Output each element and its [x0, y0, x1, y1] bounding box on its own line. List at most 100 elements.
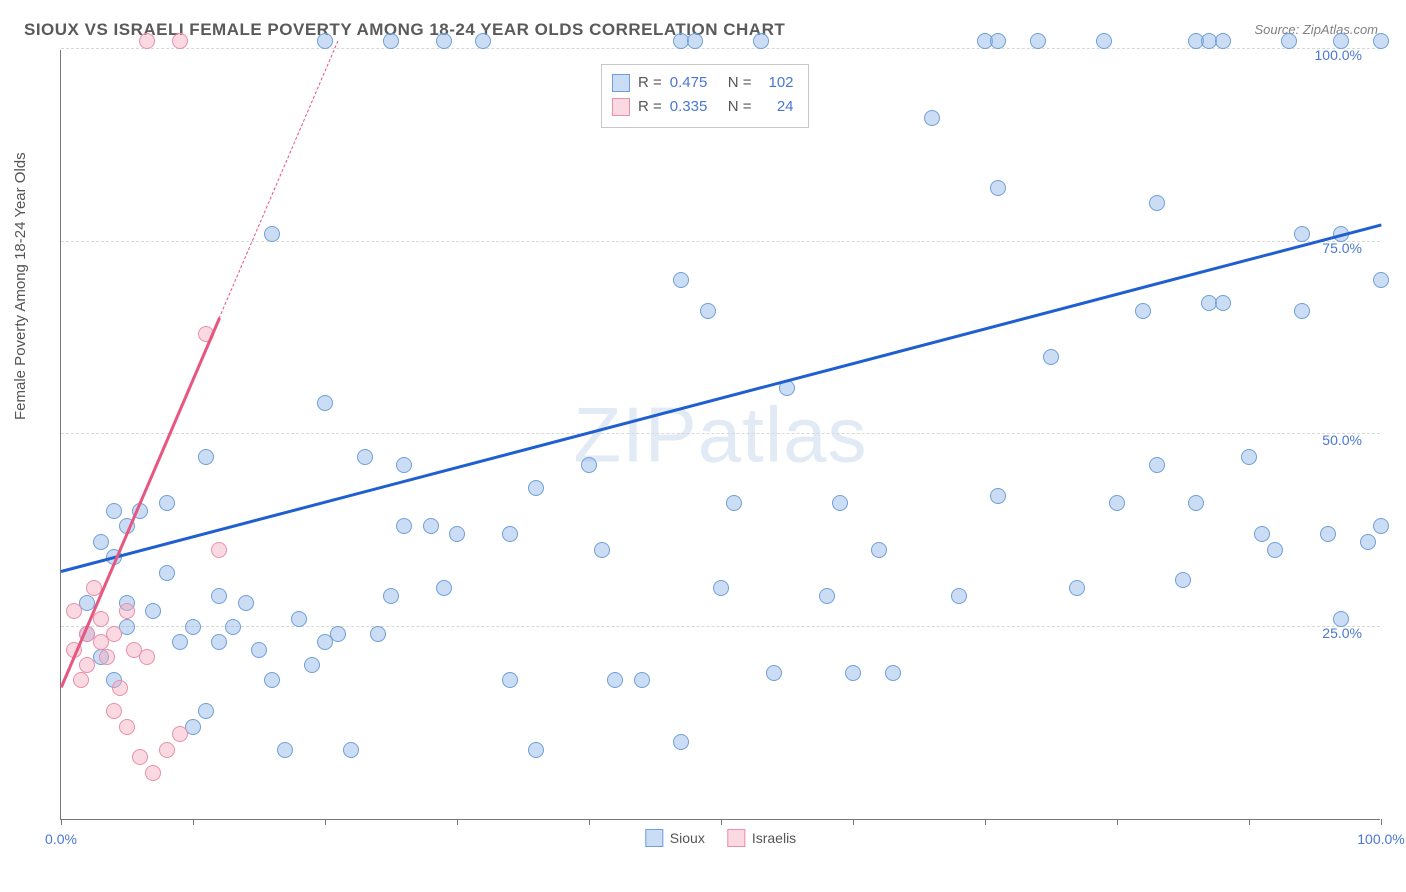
data-point: [594, 542, 610, 558]
data-point: [449, 526, 465, 542]
x-tick: [853, 819, 854, 825]
r-value: 0.335: [670, 95, 720, 119]
source-attribution: Source: ZipAtlas.com: [1254, 22, 1378, 37]
n-value: 102: [760, 71, 794, 95]
data-point: [106, 503, 122, 519]
data-point: [1373, 272, 1389, 288]
data-point: [726, 495, 742, 511]
data-point: [634, 672, 650, 688]
data-point: [1267, 542, 1283, 558]
data-point: [99, 649, 115, 665]
n-label: N =: [728, 71, 752, 95]
data-point: [159, 565, 175, 581]
data-point: [145, 765, 161, 781]
data-point: [990, 488, 1006, 504]
data-point: [871, 542, 887, 558]
data-point: [330, 626, 346, 642]
data-point: [990, 33, 1006, 49]
data-point: [132, 749, 148, 765]
data-point: [1043, 349, 1059, 365]
data-point: [1241, 449, 1257, 465]
data-point: [1188, 495, 1204, 511]
data-point: [951, 588, 967, 604]
data-point: [687, 33, 703, 49]
data-point: [383, 588, 399, 604]
data-point: [159, 742, 175, 758]
data-point: [211, 634, 227, 650]
y-tick-label: 100.0%: [1315, 47, 1362, 63]
data-point: [1360, 534, 1376, 550]
data-point: [66, 603, 82, 619]
data-point: [1294, 303, 1310, 319]
data-point: [139, 649, 155, 665]
y-axis-label: Female Poverty Among 18-24 Year Olds: [12, 152, 29, 420]
data-point: [225, 619, 241, 635]
data-point: [1281, 33, 1297, 49]
data-point: [1333, 33, 1349, 49]
data-point: [79, 657, 95, 673]
data-point: [238, 595, 254, 611]
data-point: [673, 272, 689, 288]
x-tick: [325, 819, 326, 825]
data-point: [211, 542, 227, 558]
r-value: 0.475: [670, 71, 720, 95]
data-point: [673, 734, 689, 750]
legend-swatch: [612, 74, 630, 92]
legend-swatch: [612, 98, 630, 116]
data-point: [112, 680, 128, 696]
data-point: [291, 611, 307, 627]
data-point: [1069, 580, 1085, 596]
data-point: [1030, 33, 1046, 49]
data-point: [1149, 195, 1165, 211]
data-point: [436, 33, 452, 49]
data-point: [1333, 611, 1349, 627]
data-point: [93, 534, 109, 550]
data-point: [1320, 526, 1336, 542]
x-tick: [721, 819, 722, 825]
data-point: [139, 33, 155, 49]
data-point: [119, 603, 135, 619]
data-point: [1109, 495, 1125, 511]
gridline: [61, 48, 1380, 49]
correlation-stats-box: R =0.475N =102R =0.335N =24: [601, 64, 809, 128]
data-point: [700, 303, 716, 319]
x-tick-label: 100.0%: [1357, 831, 1404, 847]
y-tick-label: 75.0%: [1322, 240, 1362, 256]
data-point: [264, 672, 280, 688]
gridline: [61, 433, 1380, 434]
data-point: [607, 672, 623, 688]
data-point: [713, 580, 729, 596]
data-point: [343, 742, 359, 758]
n-label: N =: [728, 95, 752, 119]
data-point: [1373, 518, 1389, 534]
chart-title: SIOUX VS ISRAELI FEMALE POVERTY AMONG 18…: [24, 20, 785, 40]
legend-label: Israelis: [752, 830, 796, 846]
data-point: [475, 33, 491, 49]
data-point: [1096, 33, 1112, 49]
data-point: [845, 665, 861, 681]
data-point: [581, 457, 597, 473]
data-point: [832, 495, 848, 511]
data-point: [119, 719, 135, 735]
data-point: [198, 449, 214, 465]
data-point: [528, 742, 544, 758]
data-point: [502, 672, 518, 688]
stat-row: R = 0.475 N = 102: [612, 71, 794, 95]
data-point: [93, 611, 109, 627]
data-point: [766, 665, 782, 681]
data-point: [357, 449, 373, 465]
data-point: [502, 526, 518, 542]
data-point: [317, 395, 333, 411]
data-point: [106, 703, 122, 719]
data-point: [1215, 295, 1231, 311]
data-point: [172, 726, 188, 742]
x-tick: [1249, 819, 1250, 825]
data-point: [172, 634, 188, 650]
scatter-plot-area: ZIPatlas R =0.475N =102R =0.335N =24 Sio…: [60, 50, 1380, 820]
stat-row: R =0.335N =24: [612, 95, 794, 119]
x-tick: [61, 819, 62, 825]
r-label: R =: [638, 71, 662, 95]
legend-item: Sioux: [645, 829, 705, 847]
data-point: [924, 110, 940, 126]
gridline: [61, 241, 1380, 242]
